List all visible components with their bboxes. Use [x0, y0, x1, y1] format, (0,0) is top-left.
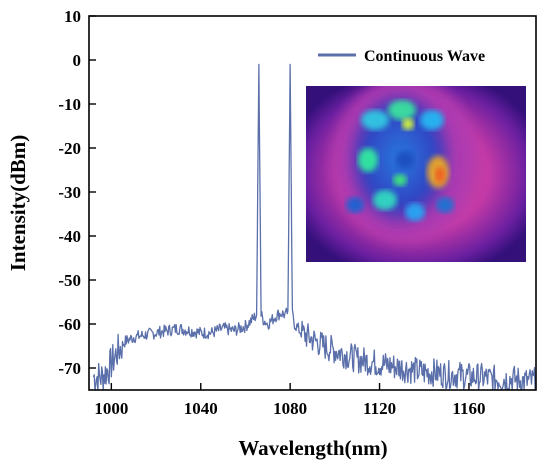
x-tick-label: 1120 [363, 399, 396, 418]
y-axis-title: Intensity(dBm) [6, 135, 30, 272]
y-tick-label: -30 [58, 183, 81, 202]
x-tick-label: 1000 [94, 399, 128, 418]
y-tick-label: 10 [64, 7, 81, 26]
beam-profile-image [306, 86, 526, 262]
x-tick-label: 1080 [273, 399, 307, 418]
y-tick-label: 0 [73, 51, 82, 70]
x-tick-label: 1040 [184, 399, 218, 418]
y-tick-label: -20 [58, 139, 81, 158]
legend: Continuous Wave [318, 48, 485, 65]
series-line-continuous-wave [92, 63, 536, 390]
x-axis-title: Wavelength(nm) [238, 436, 387, 460]
legend-label: Continuous Wave [364, 48, 485, 65]
plot-frame [88, 15, 537, 391]
x-tick-label: 1160 [452, 399, 485, 418]
y-tick-label: -70 [58, 359, 81, 378]
y-tick-label: -50 [58, 271, 81, 290]
y-tick-label: -10 [58, 95, 81, 114]
y-tick-label: -60 [58, 315, 81, 334]
y-tick-label: -40 [58, 227, 81, 246]
